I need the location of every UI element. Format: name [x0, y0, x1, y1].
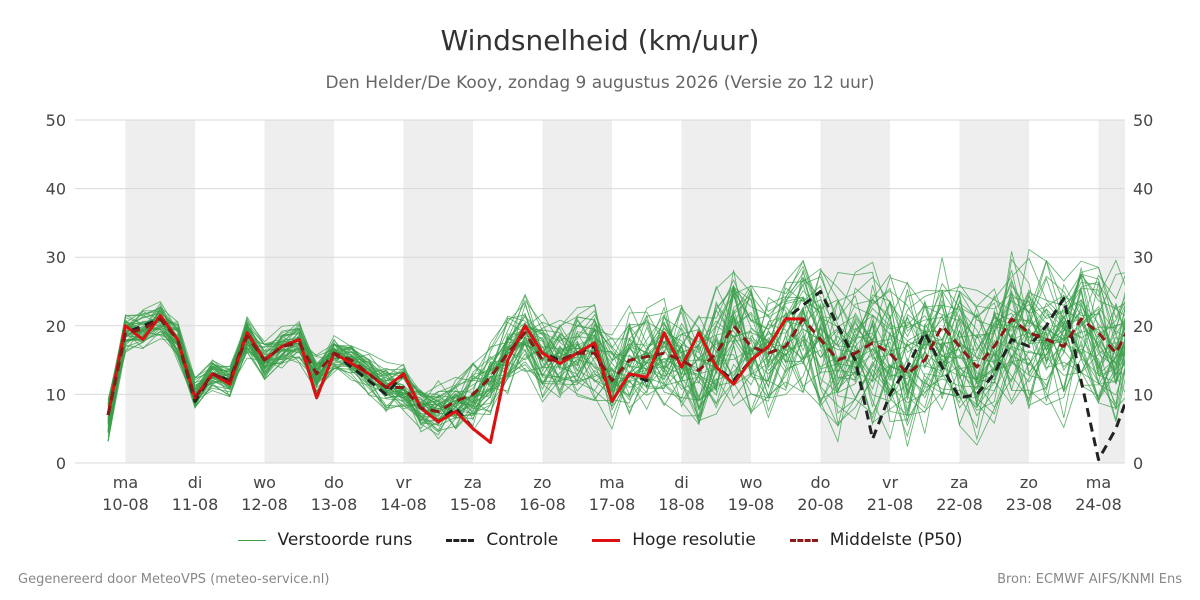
ensemble-member-line: [107, 257, 1125, 421]
x-tick-label-day: di: [188, 473, 203, 492]
y-tick-label-right: 10: [1133, 385, 1153, 404]
shaded-day-band: [264, 120, 334, 463]
ensemble-member-line: [107, 318, 1125, 447]
x-tick-label-day: za: [464, 473, 482, 492]
x-tick-label-day: ma: [113, 473, 138, 492]
x-tick-label-day: ma: [599, 473, 624, 492]
legend-swatch-darkred-dashed: [789, 538, 818, 542]
legend: Verstoorde runs Controle Hoge resolutie …: [0, 530, 1200, 550]
y-tick-label-left: 10: [46, 385, 66, 404]
legend-label: Controle: [486, 530, 559, 550]
y-tick-label-left: 40: [46, 180, 66, 199]
x-tick-label-day: za: [950, 473, 968, 492]
x-tick-label-day: wo: [740, 473, 763, 492]
x-tick-label-date: 12-08: [241, 495, 288, 514]
series-line-hoge-resolutie: [106, 314, 804, 444]
x-tick-label-day: wo: [253, 473, 276, 492]
ensemble-member-line: [107, 312, 1125, 425]
y-tick-label-left: 0: [56, 454, 66, 473]
chart-subtitle: Den Helder/De Kooy, zondag 9 augustus 20…: [325, 73, 875, 93]
footer-source: Bron: ECMWF AIFS/KNMI Ens: [997, 572, 1182, 587]
shaded-day-band: [542, 120, 612, 463]
x-tick-label-date: 21-08: [867, 495, 914, 514]
x-tick-label-day: zo: [1020, 473, 1038, 492]
y-tick-label-right: 0: [1133, 454, 1143, 473]
legend-item-hoge-resolutie[interactable]: Hoge resolutie: [592, 530, 756, 550]
legend-item-middelste[interactable]: Middelste (P50): [789, 530, 963, 550]
y-tick-label-left: 30: [46, 248, 66, 267]
ensemble-member-line: [107, 271, 1125, 405]
x-tick-label-day: ma: [1086, 473, 1111, 492]
legend-swatch-black-dashed: [446, 538, 475, 542]
legend-label: Hoge resolutie: [632, 530, 756, 550]
x-tick-label-date: 18-08: [658, 495, 705, 514]
ensemble-member-line: [107, 269, 1125, 424]
ensemble-member-line: [107, 248, 1125, 409]
x-tick-label-day: do: [324, 473, 344, 492]
x-tick-label-date: 24-08: [1075, 495, 1122, 514]
legend-label: Verstoorde runs: [277, 530, 413, 550]
y-tick-label-right: 40: [1133, 180, 1153, 199]
legend-swatch-thin-green: [237, 539, 266, 541]
shaded-day-band: [681, 120, 751, 463]
ensemble-member-line: [107, 295, 1125, 432]
y-tick-label-right: 50: [1133, 111, 1153, 130]
shaded-day-band: [959, 120, 1029, 463]
x-tick-label-day: do: [811, 473, 831, 492]
x-tick-label-day: vr: [395, 473, 411, 492]
chart-title: Windsnelheid (km/uur): [440, 24, 760, 57]
ensemble-member-line: [107, 283, 1125, 422]
x-tick-label-date: 15-08: [450, 495, 497, 514]
legend-item-controle[interactable]: Controle: [446, 530, 558, 550]
x-tick-label-day: di: [674, 473, 689, 492]
x-tick-label-day: vr: [882, 473, 898, 492]
shaded-day-band: [125, 120, 195, 463]
x-tick-label-date: 16-08: [519, 495, 566, 514]
x-tick-label-date: 10-08: [102, 495, 149, 514]
legend-label: Middelste (P50): [829, 530, 963, 550]
x-tick-label-date: 22-08: [936, 495, 983, 514]
legend-swatch-red-solid: [592, 538, 621, 542]
x-tick-label-day: zo: [533, 473, 551, 492]
ensemble-member-line: [107, 277, 1125, 420]
ensemble-member-line: [107, 314, 1125, 431]
legend-item-verstoorde-runs[interactable]: Verstoorde runs: [237, 530, 413, 550]
ensemble-member-line: [107, 308, 1125, 430]
x-tick-label-date: 11-08: [172, 495, 219, 514]
x-tick-label-date: 20-08: [797, 495, 844, 514]
footer-generated-by: Gegenereerd door MeteoVPS (meteo-service…: [18, 572, 330, 587]
x-tick-label-date: 17-08: [589, 495, 636, 514]
y-tick-label-left: 20: [46, 317, 66, 336]
x-tick-label-date: 19-08: [728, 495, 775, 514]
series-line-middelste-p50-: [106, 317, 1125, 416]
y-tick-label-right: 20: [1133, 317, 1153, 336]
x-tick-label-date: 14-08: [380, 495, 427, 514]
y-tick-label-right: 30: [1133, 248, 1153, 267]
x-tick-label-date: 13-08: [311, 495, 358, 514]
x-tick-label-date: 23-08: [1006, 495, 1053, 514]
y-tick-label-left: 50: [46, 111, 66, 130]
